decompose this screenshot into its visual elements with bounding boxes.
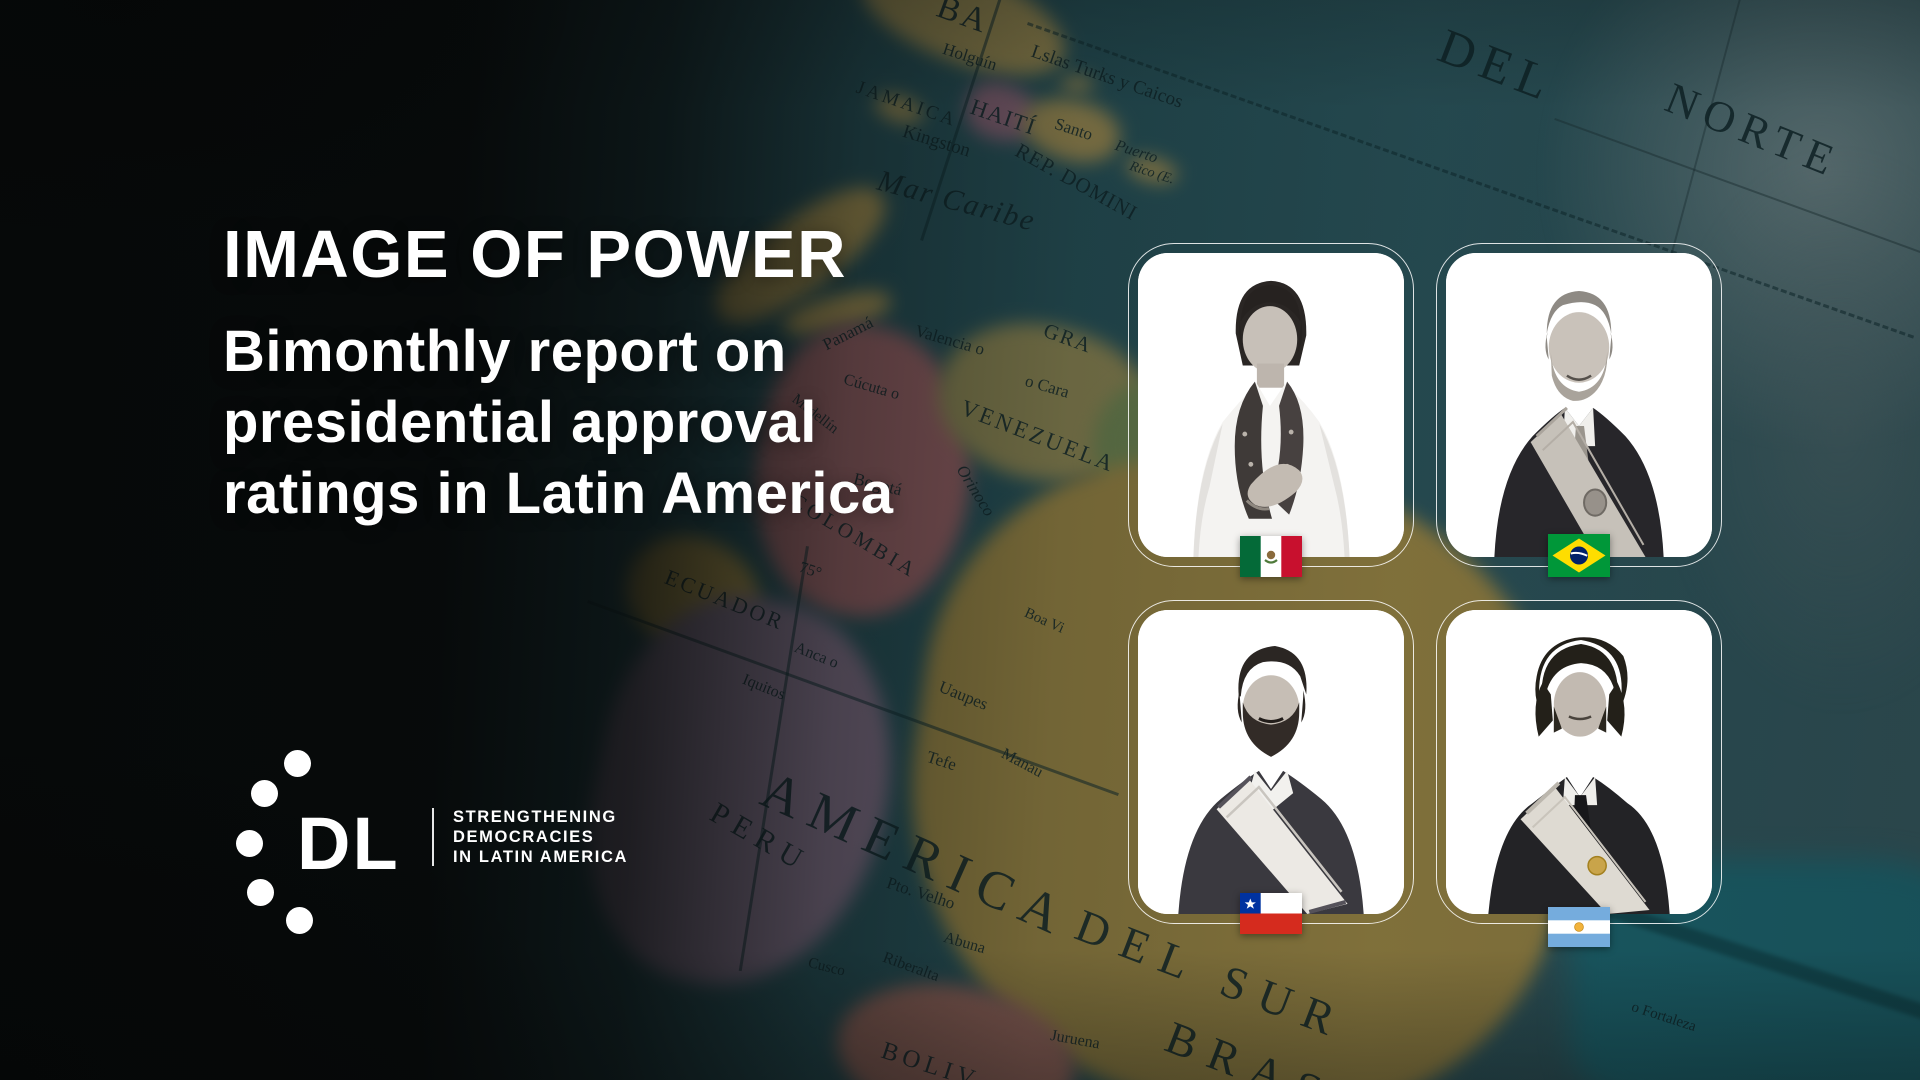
logo-tagline: STRENGTHENING DEMOCRACIES IN LATIN AMERI…	[453, 807, 628, 867]
page-title: IMAGE OF POWER	[223, 217, 847, 292]
brazil-flag-icon	[1548, 534, 1610, 577]
mexico-flag-icon	[1240, 536, 1302, 577]
president-portrait-sheinbaum	[1138, 253, 1404, 557]
subtitle-line-2: presidential approval	[223, 389, 817, 455]
dl-logo: DL STRENGTHENING DEMOCRACIES IN LATIN AM…	[233, 745, 653, 945]
logo-dot-icon	[251, 780, 278, 807]
logo-divider	[432, 808, 434, 866]
logo-dot-icon	[284, 750, 311, 777]
president-portrait-lula	[1446, 253, 1712, 557]
page-subtitle: Bimonthly report on presidential approva…	[223, 316, 894, 529]
subtitle-line-1: Bimonthly report on	[223, 318, 787, 384]
argentina-flag-icon	[1548, 907, 1610, 947]
president-card-brazil	[1436, 243, 1722, 577]
president-portrait-milei	[1446, 610, 1712, 914]
president-portrait-boric	[1138, 610, 1404, 914]
logo-monogram: DL	[297, 802, 400, 885]
hero-block: IMAGE OF POWER Bimonthly report on presi…	[223, 218, 894, 529]
president-card-chile	[1128, 600, 1414, 934]
president-card-argentina	[1436, 600, 1722, 947]
logo-dot-icon	[286, 907, 313, 934]
chile-flag-icon	[1240, 893, 1302, 934]
president-card-mexico	[1128, 243, 1414, 577]
tagline-line-1: STRENGTHENING	[453, 808, 617, 826]
tagline-line-2: DEMOCRACIES	[453, 828, 595, 846]
tagline-line-3: IN LATIN AMERICA	[453, 848, 629, 866]
subtitle-line-3: ratings in Latin America	[223, 460, 894, 526]
logo-dot-icon	[236, 830, 263, 857]
logo-dot-icon	[247, 879, 274, 906]
